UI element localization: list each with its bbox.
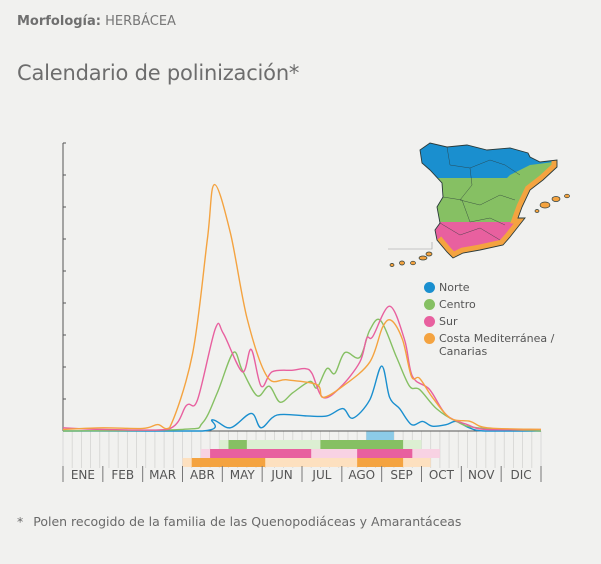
legend-item-sur: Sur bbox=[424, 315, 559, 328]
centro-dot-icon bbox=[424, 299, 435, 310]
series-line-costa bbox=[62, 183, 542, 431]
month-label: ENE bbox=[71, 468, 95, 482]
calendar-peak-band bbox=[357, 449, 413, 458]
morphology-value: HERBÁCEA bbox=[105, 14, 176, 29]
month-label: DIC bbox=[510, 468, 531, 482]
legend-label: Centro bbox=[439, 298, 476, 311]
costa-dot-icon bbox=[424, 333, 435, 344]
footnote: * Polen recogido de la familia de las Qu… bbox=[17, 514, 467, 529]
sur-dot-icon bbox=[424, 316, 435, 327]
month-label: OCT bbox=[429, 468, 455, 482]
legend-label: Norte bbox=[439, 281, 470, 294]
series-line-sur bbox=[62, 305, 542, 431]
legend-item-costa: Costa Mediterránea / Canarias bbox=[424, 332, 559, 358]
month-label: AGO bbox=[348, 468, 375, 482]
morphology-label: Morfología: bbox=[17, 14, 101, 29]
footnote-marker: * bbox=[17, 514, 24, 529]
legend-item-centro: Centro bbox=[424, 298, 559, 311]
month-label: FEB bbox=[111, 468, 134, 482]
month-label: JUN bbox=[270, 468, 292, 482]
month-label: SEP bbox=[390, 468, 412, 482]
calendar-peak-band bbox=[191, 458, 266, 467]
month-label: MAY bbox=[230, 468, 256, 482]
legend-item-norte: Norte bbox=[424, 281, 559, 294]
calendar-peak-band bbox=[357, 458, 404, 467]
month-label: NOV bbox=[468, 468, 495, 482]
calendar-light-band bbox=[200, 449, 440, 458]
calendar-peak-band bbox=[228, 440, 247, 449]
legend-label: Sur bbox=[439, 315, 458, 328]
morphology: Morfología: HERBÁCEA bbox=[17, 14, 176, 29]
calendar-peak-band bbox=[320, 440, 404, 449]
footnote-text: Polen recogido de la familia de las Quen… bbox=[33, 514, 462, 529]
legend: Norte Centro Sur Costa Mediterránea / Ca… bbox=[424, 281, 559, 362]
month-label: MAR bbox=[149, 468, 176, 482]
calendar-peak-band bbox=[210, 449, 312, 458]
series-line-centro bbox=[62, 318, 542, 432]
month-label: ABR bbox=[190, 468, 215, 482]
norte-dot-icon bbox=[424, 282, 435, 293]
calendar-light-band bbox=[182, 458, 431, 467]
month-label: JUL bbox=[311, 468, 331, 482]
legend-label: Costa Mediterránea / Canarias bbox=[439, 332, 555, 358]
page-title: Calendario de polinización* bbox=[17, 61, 300, 85]
series-line-norte bbox=[63, 365, 541, 432]
calendar-peak-band bbox=[366, 431, 394, 440]
